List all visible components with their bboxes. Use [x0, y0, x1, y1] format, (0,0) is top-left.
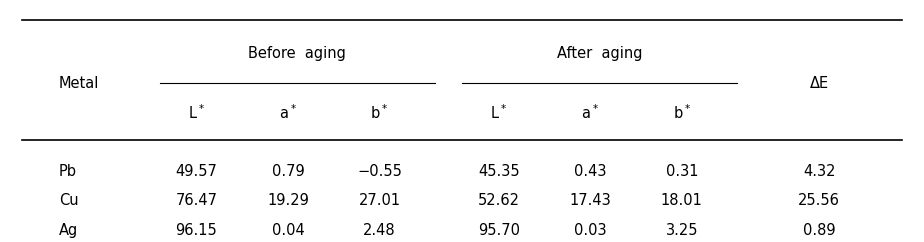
Text: Ag: Ag	[59, 223, 79, 238]
Text: −0.55: −0.55	[358, 164, 402, 179]
Text: 18.01: 18.01	[661, 193, 702, 208]
Text: ΔE: ΔE	[809, 76, 829, 91]
Text: 0.43: 0.43	[574, 164, 606, 179]
Text: Cu: Cu	[59, 193, 79, 208]
Text: 0.79: 0.79	[272, 164, 304, 179]
Text: 49.57: 49.57	[176, 164, 217, 179]
Text: 2.48: 2.48	[363, 223, 395, 238]
Text: a$^*$: a$^*$	[279, 103, 297, 122]
Text: After  aging: After aging	[556, 46, 642, 61]
Text: 17.43: 17.43	[569, 193, 611, 208]
Text: Pb: Pb	[59, 164, 77, 179]
Text: 76.47: 76.47	[176, 193, 217, 208]
Text: 96.15: 96.15	[176, 223, 217, 238]
Text: Metal: Metal	[59, 76, 100, 91]
Text: 0.03: 0.03	[574, 223, 606, 238]
Text: 19.29: 19.29	[267, 193, 309, 208]
Text: 0.31: 0.31	[665, 164, 698, 179]
Text: 27.01: 27.01	[359, 193, 401, 208]
Text: 0.89: 0.89	[803, 223, 835, 238]
Text: L$^*$: L$^*$	[188, 103, 205, 122]
Text: L$^*$: L$^*$	[490, 103, 507, 122]
Text: Before  aging: Before aging	[249, 46, 346, 61]
Text: b$^*$: b$^*$	[673, 103, 691, 122]
Text: 45.35: 45.35	[478, 164, 519, 179]
Text: b$^*$: b$^*$	[371, 103, 389, 122]
Text: 4.32: 4.32	[803, 164, 835, 179]
Text: 0.04: 0.04	[272, 223, 304, 238]
Text: a$^*$: a$^*$	[581, 103, 599, 122]
Text: 52.62: 52.62	[478, 193, 519, 208]
Text: 25.56: 25.56	[798, 193, 840, 208]
Text: 3.25: 3.25	[665, 223, 698, 238]
Text: 95.70: 95.70	[478, 223, 519, 238]
